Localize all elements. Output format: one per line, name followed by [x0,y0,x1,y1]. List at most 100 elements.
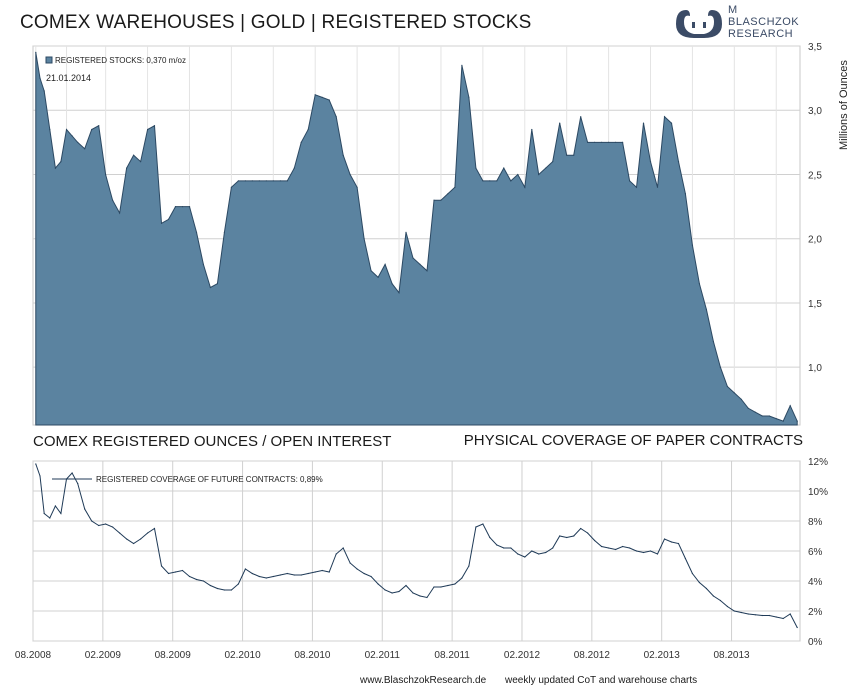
coverage-point [538,553,540,555]
coverage-point [279,574,281,576]
page-title: COMEX WAREHOUSES | GOLD | REGISTERED STO… [20,12,532,33]
registered-stocks-point [244,180,246,182]
registered-stocks-point [649,161,652,163]
area-chart-y-tick-label: 1,5 [808,299,822,310]
footer-website[interactable]: www.BlaschzokResearch.de [360,675,487,686]
coverage-point [635,550,638,552]
registered-stocks-point [98,125,100,127]
coverage-point [719,599,722,602]
coverage-point [133,542,135,545]
registered-stocks-point [496,180,498,182]
registered-stocks-point [587,141,589,143]
coverage-point [77,482,79,485]
line-chart-legend-label: REGISTERED COVERAGE OF FUTURE CONTRACTS:… [96,475,323,484]
registered-stocks-point [656,186,659,188]
registered-stocks-point [230,186,232,188]
coverage-point [789,613,791,615]
registered-stocks-point [629,180,631,182]
coverage-point [349,562,351,564]
registered-stocks-point [538,173,540,176]
registered-stocks-point [440,199,442,201]
coverage-point [573,535,575,537]
registered-stocks-point [370,270,372,272]
coverage-point [649,550,652,552]
registered-stocks-point [167,218,170,220]
coverage-point [663,538,666,540]
coverage-point [112,526,114,528]
registered-stocks-point [517,173,519,176]
coverage-point [223,589,225,591]
registered-stocks-point [552,161,554,163]
registered-stocks-point [545,167,547,169]
area-chart-legend-swatch [45,56,53,64]
registered-stocks-point [160,222,163,224]
x-axis-tick-label: 08.2010 [294,650,331,661]
registered-stocks-point [286,180,288,182]
registered-stocks-point [77,141,79,143]
x-axis-tick-label: 08.2013 [713,650,750,661]
coverage-point [244,568,246,570]
line-chart-y-tick-label: 0% [808,637,823,648]
coverage-point [461,577,463,579]
registered-stocks-point [49,128,51,131]
registered-stocks-point [775,418,777,420]
logo-line-1: M [728,4,738,16]
coverage-point [587,532,589,534]
coverage-point [642,551,645,554]
coverage-point [293,574,295,576]
coverage-point [300,574,302,576]
coverage-point [43,512,45,515]
registered-stocks-point [475,167,477,169]
registered-stocks-point [342,154,344,156]
registered-stocks-point [335,116,337,118]
registered-stocks-point [188,206,191,208]
coverage-point [552,547,554,549]
registered-stocks-point [635,186,638,188]
registered-stocks-point [237,180,239,182]
registered-stocks-point [258,180,260,182]
registered-stocks-point [447,193,449,195]
coverage-point [98,524,100,527]
registered-stocks-point [684,193,687,195]
logo-emblem-icon [676,10,722,38]
registered-stocks-point [133,154,135,156]
registered-stocks-point [105,173,107,176]
coverage-point [475,526,477,528]
coverage-point [559,535,561,537]
coverage-point [768,614,770,617]
coverage-point [174,571,177,573]
x-axis-tick-label: 02.2009 [85,650,122,661]
lower-chart-title: COMEX REGISTERED OUNCES / OPEN INTEREST [33,433,392,450]
coverage-point [482,523,484,525]
registered-stocks-point [328,99,330,101]
registered-stocks-point [43,90,45,92]
registered-stocks-point [84,148,86,150]
registered-stocks-point [622,141,624,143]
registered-stocks-point [119,212,121,214]
registered-stocks-point [754,411,756,413]
coverage-point [321,569,323,572]
registered-stocks-point [419,263,421,265]
registered-stocks-point [608,141,610,143]
coverage-point [608,547,610,549]
registered-stocks-point [412,257,414,259]
coverage-point [705,587,708,590]
coverage-point [398,590,400,593]
registered-stocks-point [195,231,198,233]
registered-stocks-point [307,128,309,131]
coverage-point [754,614,756,616]
registered-stocks-point [733,392,735,394]
registered-stocks-point [216,283,218,285]
registered-stocks-point [782,420,784,422]
coverage-point [84,508,86,510]
registered-stocks-point [54,167,57,169]
logo-line-3: RESEARCH [728,28,794,40]
coverage-point [566,536,568,539]
registered-stocks-point [209,286,211,289]
coverage-point [447,584,449,587]
coverage-point [314,571,316,573]
area-chart-y-tick-label: 2,0 [808,235,822,246]
coverage-point [426,596,428,599]
registered-stocks-point [126,167,128,169]
coverage-point [140,538,142,540]
